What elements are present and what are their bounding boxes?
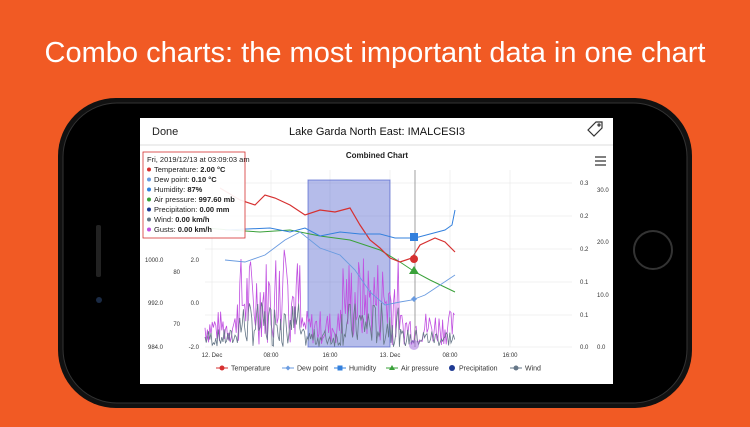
dew-point-line bbox=[224, 231, 456, 306]
tooltip-value: 2.00 °C bbox=[200, 165, 226, 174]
precipitation-tick: 0.1 bbox=[580, 313, 589, 319]
legend-item[interactable]: Temperature bbox=[231, 366, 270, 373]
humidity-marker bbox=[410, 233, 418, 241]
legend-item[interactable]: Wind bbox=[525, 366, 541, 373]
legend: Temperature Dew point Humidity Air press… bbox=[216, 365, 541, 373]
x-tick-label: 16:00 bbox=[322, 353, 338, 359]
x-tick-label: 16:00 bbox=[502, 353, 518, 359]
tooltip-item: Wind: 0.00 km/h bbox=[154, 215, 210, 224]
tooltip-dot bbox=[147, 227, 151, 232]
tooltip-label: Gusts: bbox=[154, 225, 178, 234]
tooltip-label: Dew point: bbox=[154, 175, 192, 184]
pressure-tick: 984.0 bbox=[148, 345, 164, 351]
humidity-tick: 70 bbox=[173, 322, 180, 328]
chart-title: Combined Chart bbox=[346, 151, 409, 160]
tooltip-value: 0.10 °C bbox=[192, 175, 218, 184]
tooltip-label: Temperature: bbox=[154, 165, 200, 174]
menu-icon[interactable] bbox=[595, 156, 606, 166]
wind-tick: 0.0 bbox=[597, 345, 606, 351]
tooltip-label: Air pressure: bbox=[154, 195, 199, 204]
temperature-tick: 0.0 bbox=[191, 301, 200, 307]
tooltip-item: Precipitation: 0.00 mm bbox=[154, 205, 230, 214]
precipitation-tick: 0.0 bbox=[580, 345, 589, 351]
air-pressure-line bbox=[204, 227, 456, 293]
gust-marker bbox=[409, 340, 419, 350]
speaker bbox=[96, 225, 101, 277]
wind-tick: 20.0 bbox=[597, 240, 609, 246]
wind-tick: 10.0 bbox=[597, 293, 609, 299]
precipitation-tick: 0.3 bbox=[580, 181, 589, 187]
wind-tick: 30.0 bbox=[597, 188, 609, 194]
humidity-tick: 80 bbox=[173, 270, 180, 276]
tooltip-box bbox=[142, 151, 246, 239]
temperature-tick: -2.0 bbox=[189, 345, 200, 351]
tooltip-dot bbox=[147, 187, 151, 192]
tooltip-label: Humidity: bbox=[154, 185, 187, 194]
legend-item[interactable]: Precipitation bbox=[459, 366, 498, 373]
tooltip-item: Humidity: 87% bbox=[154, 185, 203, 194]
tooltip-dot bbox=[147, 217, 151, 222]
tag-icon[interactable] bbox=[587, 121, 603, 137]
tooltip-label: Precipitation: bbox=[154, 205, 199, 214]
tooltip-value: 0.00 km/h bbox=[178, 225, 213, 234]
tooltip-item: Air pressure: 997.60 mb bbox=[154, 195, 235, 204]
tooltip-dot bbox=[147, 177, 151, 182]
x-tick-label: 08:00 bbox=[442, 353, 458, 359]
x-tick-label: 12. Dec bbox=[202, 353, 223, 359]
pressure-tick: 992.0 bbox=[148, 301, 164, 307]
legend-item[interactable]: Air pressure bbox=[401, 366, 439, 373]
temperature-marker bbox=[410, 255, 418, 263]
tooltip-value: 997.60 mb bbox=[199, 195, 236, 204]
headline: Combo charts: the most important data in… bbox=[45, 37, 706, 69]
tooltip-dot bbox=[147, 197, 151, 202]
tooltip-item: Gusts: 0.00 km/h bbox=[154, 225, 212, 234]
x-tick-label: 13. Dec bbox=[380, 353, 401, 359]
home-button[interactable] bbox=[633, 230, 673, 270]
tooltip-value: 0.00 km/h bbox=[175, 215, 210, 224]
tooltip-date: Fri, 2019/12/13 at 03:09:03 am bbox=[147, 155, 250, 164]
precipitation-tick: 0.1 bbox=[580, 280, 589, 286]
tooltip-dot bbox=[147, 167, 151, 172]
camera bbox=[96, 297, 102, 303]
x-tick-label: 08:00 bbox=[263, 353, 279, 359]
dew-point-marker bbox=[411, 296, 417, 302]
temperature-line bbox=[219, 187, 456, 263]
tooltip-label: Wind: bbox=[154, 215, 175, 224]
humidity-line bbox=[224, 209, 456, 239]
temperature-tick: 2.0 bbox=[191, 258, 200, 264]
tooltip-dot bbox=[147, 207, 151, 212]
legend-item[interactable]: Humidity bbox=[349, 366, 377, 373]
precipitation-tick: 0.2 bbox=[580, 214, 589, 220]
precipitation-tick: 0.2 bbox=[580, 247, 589, 253]
tooltip-item: Dew point: 0.10 °C bbox=[154, 175, 217, 184]
pressure-marker bbox=[409, 266, 419, 274]
nav-title: Lake Garda North East: IMALCESI3 bbox=[289, 126, 465, 138]
done-button[interactable]: Done bbox=[152, 126, 178, 138]
tooltip: Fri, 2019/12/13 at 03:09:03 am Temperatu… bbox=[142, 151, 250, 239]
tooltip-value: 87% bbox=[187, 185, 202, 194]
legend-item[interactable]: Dew point bbox=[297, 366, 328, 373]
pressure-tick: 1000.0 bbox=[145, 258, 164, 264]
tooltip-value: 0.00 mm bbox=[199, 205, 229, 214]
tooltip-item: Temperature: 2.00 °C bbox=[154, 165, 226, 174]
axis-labels: 1000.0 992.0 984.0 2.0 0.0 -2.0 80 70 0.… bbox=[145, 181, 609, 359]
